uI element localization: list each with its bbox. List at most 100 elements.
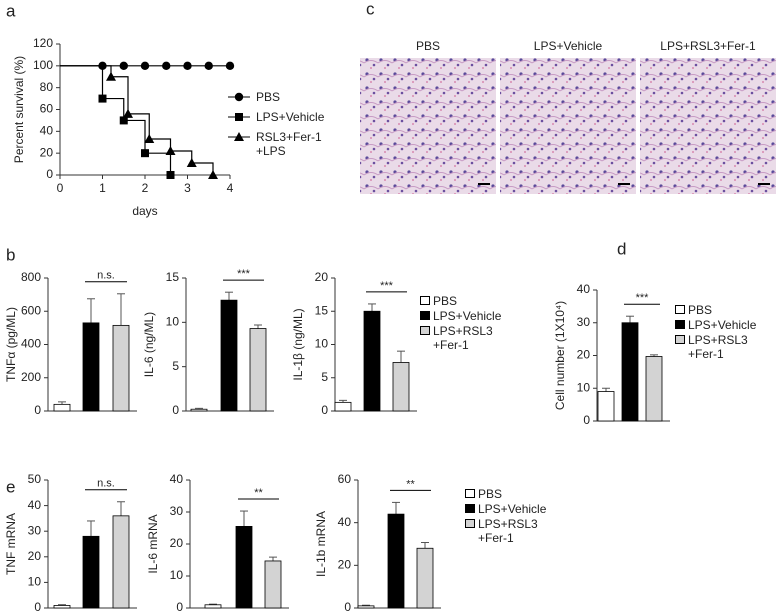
bar (235, 526, 253, 609)
bar (264, 560, 282, 609)
marker (234, 92, 244, 102)
legend-label: PBS (433, 294, 458, 308)
marker (166, 171, 175, 179)
legend-swatch (675, 305, 685, 314)
y-tick-label: 15 (166, 270, 180, 284)
x-tick-label: 3 (184, 181, 191, 195)
y-tick-label: 400 (21, 337, 41, 351)
y-tick-label: 10 (315, 337, 329, 351)
marker (141, 149, 149, 158)
legend-icon (228, 113, 250, 121)
legend-swatch (465, 489, 475, 498)
bar (204, 604, 222, 609)
legend-entry: PBS (420, 294, 501, 308)
bar (392, 362, 410, 412)
y-tick-label: 0 (34, 403, 41, 417)
y-tick-label: 0 (344, 600, 351, 614)
significance-label: n.s. (97, 478, 115, 490)
y-tick-label: 20 (170, 536, 184, 550)
marker (123, 108, 133, 118)
legend-icon (228, 92, 250, 102)
y-axis-label: Percent survival (%) (12, 56, 26, 163)
legend-label: PBS (478, 487, 503, 501)
legend-label: LPS+RSL3 +Fer-1 (688, 333, 748, 361)
y-tick-label: 40 (40, 124, 54, 138)
y-axis-label: IL-1β (ng/ML) (291, 308, 305, 380)
y-tick-label: 0 (172, 403, 179, 417)
x-tick-label: 0 (57, 181, 64, 195)
marker (208, 170, 218, 179)
y-tick-label: 40 (338, 515, 352, 529)
y-tick-label: 200 (21, 370, 41, 384)
bar (387, 513, 405, 609)
y-tick-label: 15 (315, 303, 329, 317)
marker (234, 132, 244, 141)
y-tick-label: 60 (338, 472, 352, 486)
marker (119, 61, 128, 71)
y-tick-label: 40 (577, 282, 591, 296)
legend-label: LPS+Vehicle (256, 110, 325, 124)
bar (190, 408, 208, 412)
legend-swatch (420, 326, 430, 335)
legend-swatch (465, 504, 475, 513)
bar (112, 324, 130, 412)
legend-entry: LPS+Vehicle (420, 309, 501, 323)
legend-swatch (675, 320, 685, 329)
legend: PBS LPS+Vehicle RSL3+Fer-1 +LPS (228, 90, 324, 164)
legend: PBS LPS+Vehicle LPS+RSL3 +Fer-1 (420, 294, 501, 353)
y-tick-label: 30 (577, 315, 591, 329)
y-tick-label: 10 (577, 380, 591, 394)
marker (225, 61, 235, 71)
bar (82, 322, 100, 412)
y-axis-label: IL-6 mRNA (146, 514, 160, 573)
legend: PBS LPS+Vehicle LPS+RSL3 +Fer-1 (675, 303, 756, 362)
legend-swatch (420, 311, 430, 320)
survival-line (60, 65, 172, 175)
legend-entry: LPS+Vehicle (675, 318, 756, 332)
legend-entry: PBS (228, 90, 324, 104)
y-tick-label: 0 (321, 403, 328, 417)
y-tick-label: 800 (21, 270, 41, 284)
y-tick-label: 20 (338, 558, 352, 572)
histology-image (640, 58, 776, 194)
y-tick-label: 30 (28, 523, 42, 537)
y-tick-label: 10 (166, 315, 180, 329)
legend-entry: LPS+Vehicle (228, 110, 324, 124)
legend-label: PBS (256, 90, 281, 104)
y-axis-label: TNF mRNA (4, 513, 18, 575)
y-tick-label: 20 (315, 270, 329, 284)
y-tick-label: 120 (33, 36, 53, 50)
legend-label: LPS+Vehicle (688, 318, 757, 332)
y-axis-label: Cell number (1X10⁴) (553, 301, 567, 410)
marker (165, 145, 176, 155)
legend-label: PBS (688, 303, 713, 317)
y-tick-label: 50 (28, 472, 42, 486)
legend-label: LPS+Vehicle (433, 309, 502, 323)
y-tick-label: 10 (28, 575, 42, 589)
y-axis-label: IL-1b mRNA (314, 511, 328, 577)
image-title: PBS (416, 39, 440, 53)
legend-entry: LPS+RSL3 +Fer-1 (465, 517, 546, 545)
y-tick-label: 20 (577, 348, 591, 362)
bar (53, 403, 71, 412)
marker (144, 133, 155, 143)
legend-entry: LPS+RSL3 +Fer-1 (675, 333, 756, 361)
legend-swatch (675, 335, 685, 344)
legend-entry: PBS (465, 487, 546, 501)
legend-icon (228, 132, 250, 141)
histology-image (360, 58, 496, 194)
legend: PBS LPS+Vehicle LPS+RSL3 +Fer-1 (465, 487, 546, 546)
x-tick-label: 2 (142, 181, 149, 195)
y-tick-label: 5 (172, 359, 179, 373)
panel-label: a (6, 1, 16, 20)
marker (183, 61, 192, 71)
y-tick-label: 60 (40, 102, 54, 116)
y-tick-label: 80 (40, 80, 54, 94)
image-title: LPS+RSL3+Fer-1 (660, 39, 756, 53)
y-tick-label: 0 (46, 167, 53, 181)
legend-label: LPS+RSL3 +Fer-1 (433, 324, 493, 352)
y-tick-label: 20 (28, 549, 42, 563)
y-tick-label: 5 (321, 370, 328, 384)
bar (334, 401, 352, 412)
